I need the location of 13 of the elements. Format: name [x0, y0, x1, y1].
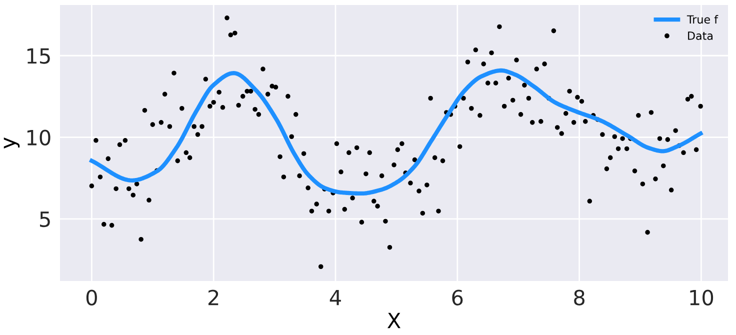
- y-tick-label: 15: [27, 48, 50, 64]
- y-axis-title: y: [4, 137, 20, 149]
- x-tick-label: 10: [690, 290, 714, 306]
- x-axis-title: X: [387, 312, 400, 328]
- x-tick-label: 0: [86, 290, 97, 306]
- x-tick-label: 2: [208, 290, 218, 306]
- x-tick-label: 4: [330, 290, 341, 306]
- y-tick-label: 5: [40, 212, 50, 228]
- x-tick-label: 6: [452, 290, 463, 306]
- x-tick-label: 8: [574, 290, 584, 306]
- y-tick-label: 10: [27, 130, 50, 146]
- legend-label: True f: [686, 15, 718, 24]
- legend-label: Data: [688, 32, 712, 40]
